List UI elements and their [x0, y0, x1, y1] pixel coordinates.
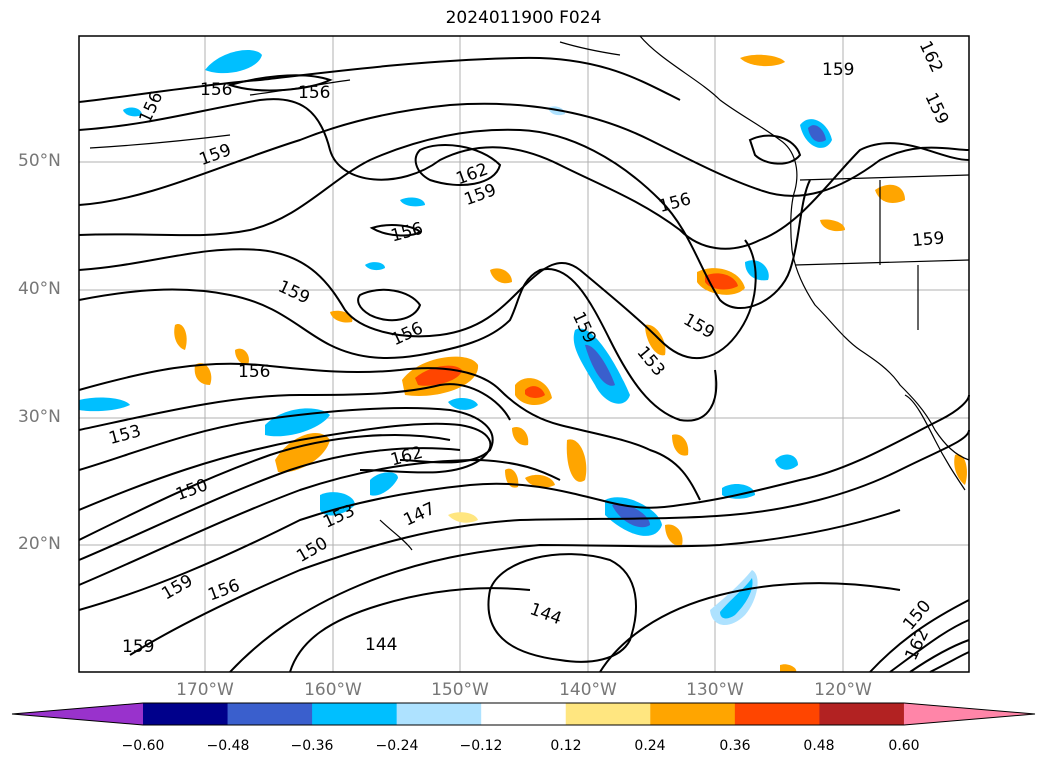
colorbar [11, 702, 1036, 726]
lon-label: 140°W [559, 680, 617, 700]
lon-label: 130°W [686, 680, 744, 700]
colorbar-tick-label: 0.48 [803, 738, 835, 754]
colorbar-extend-high [903, 703, 1035, 725]
lon-label: 160°W [304, 680, 362, 700]
colorbar-tick-label: 0.24 [634, 738, 666, 754]
height-contours [78, 56, 970, 673]
lat-label: 20°N [18, 534, 61, 554]
colorbar-tick-label: −0.12 [459, 738, 503, 754]
colorbar-tick-label: −0.36 [290, 738, 334, 754]
map-title: 2024011900 F024 [445, 8, 602, 28]
contour-label: 156 [238, 362, 270, 382]
colorbar-tick-label: 0.12 [550, 738, 582, 754]
lon-label: 170°W [176, 680, 234, 700]
contour-label: 156 [200, 80, 232, 100]
colorbar-segment [734, 703, 820, 725]
colorbar-segment [481, 703, 567, 725]
contour-label: 159 [911, 228, 945, 251]
colorbar-extend-low [12, 703, 143, 725]
colorbar-segment [312, 703, 398, 725]
shaded-field [79, 50, 967, 672]
coastlines [89, 35, 970, 551]
colorbar-tick-label: −0.24 [375, 738, 419, 754]
contour-label: 156 [298, 83, 330, 103]
contour-label: 159 [822, 60, 854, 80]
map-frame [78, 35, 970, 673]
colorbar-segment [227, 703, 313, 725]
colorbar-tick-label: −0.48 [206, 738, 250, 754]
colorbar-tick-label: 0.60 [888, 738, 920, 754]
colorbar-outline [11, 702, 1036, 726]
colorbar-tick-label: 0.36 [719, 738, 751, 754]
contour-label: 144 [365, 635, 397, 655]
colorbar-segment [565, 703, 651, 725]
lat-label: 40°N [18, 279, 61, 299]
colorbar-segment [819, 703, 905, 725]
colorbar-segment [650, 703, 736, 725]
lon-label: 120°W [814, 680, 872, 700]
colorbar-tick-label: −0.60 [121, 738, 165, 754]
colorbar-segment [143, 703, 229, 725]
contour-label: 159 [122, 637, 154, 657]
lon-label: 150°W [431, 680, 489, 700]
lat-label: 50°N [18, 151, 61, 171]
lat-label: 30°N [18, 407, 61, 427]
colorbar-segment [396, 703, 482, 725]
